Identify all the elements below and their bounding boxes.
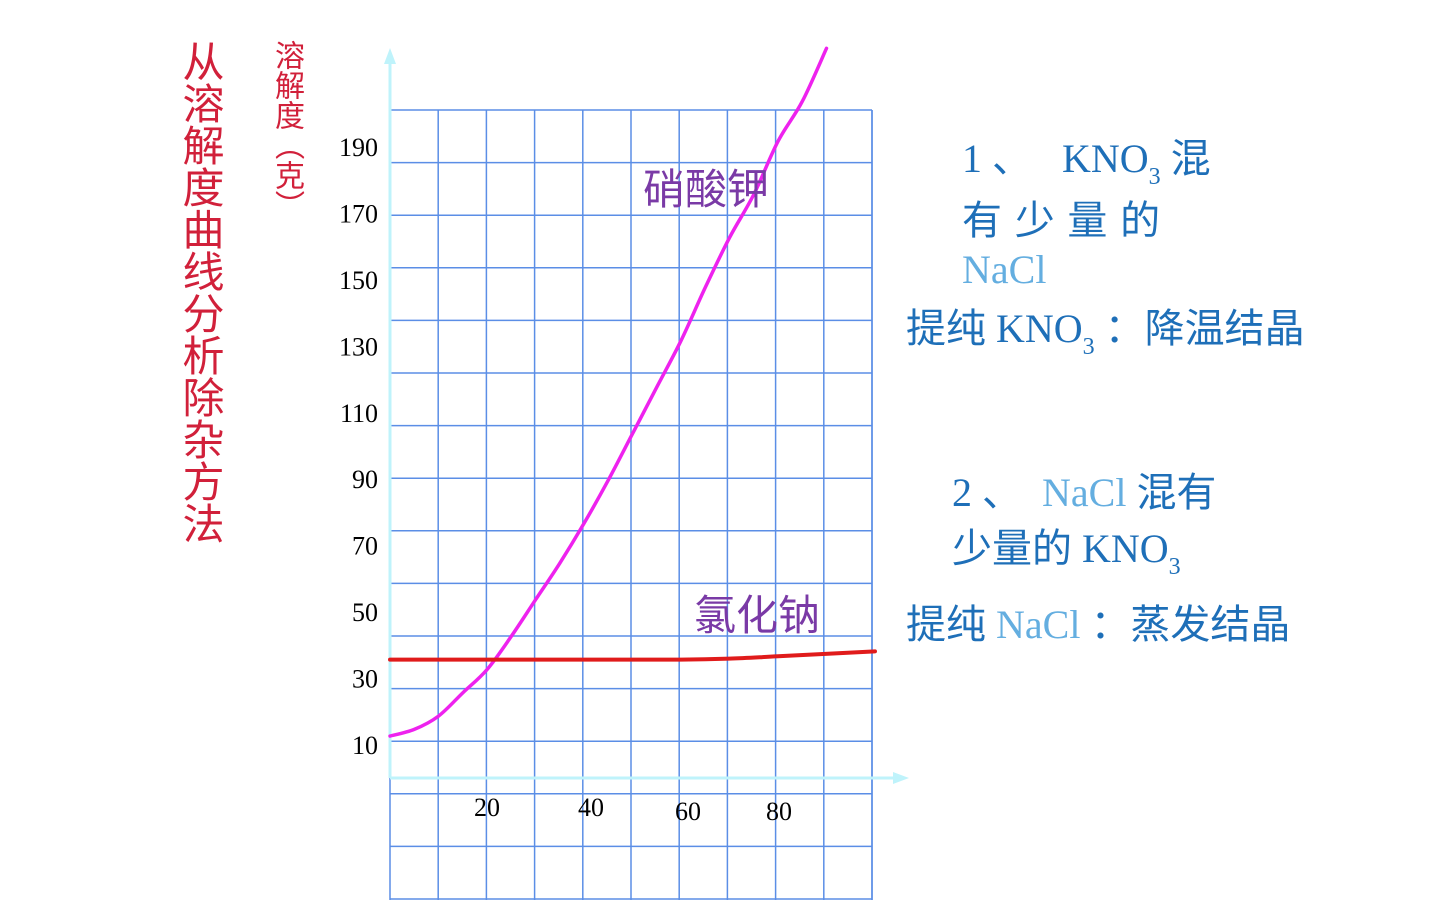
y-tick-label: 10 [352,731,378,760]
note2-line2-formula: KNO [1082,526,1169,571]
note2-method: 提纯 NaCl ：蒸发结晶 [906,592,1290,650]
note2-line2: 少量的 KNO3 [952,516,1181,581]
note1-number: 1 、 [962,136,1032,181]
note2-line1: 2 、 NaCl 混有 [952,460,1216,518]
note2-method-nacl: NaCl [996,602,1081,647]
kno3-curve [388,46,829,738]
note1-line2: 有 少 量 的 [962,198,1161,244]
y-tick-background [340,331,388,362]
x-axis-arrow [893,772,909,784]
note1-line1: 1 、 KNO3 混 [962,126,1211,191]
y-tick-background [340,597,388,628]
y-tick-background [340,264,388,295]
note1-mixed-text: 混 [1170,136,1211,182]
note2-mixed-text: 混有 [1136,470,1217,516]
note1-line3: NaCl [962,247,1047,292]
note1-formula-sub: 3 [1148,164,1161,190]
y-axis-label: 溶解度（克） [269,40,304,220]
y-tick-background [340,198,388,229]
note2-method-prefix: 提纯 [906,602,986,648]
y-tick-label: 150 [339,266,378,295]
y-tick-background [340,730,388,760]
note2-line2-sub: 3 [1168,554,1181,580]
x-tick-label: 40 [578,793,604,822]
nacl-curve [388,649,877,662]
note1-method-formula: KNO [996,306,1083,351]
y-tick-label: 30 [352,665,378,694]
x-tick-label: 80 [766,797,792,826]
y-tick-label: 110 [340,399,378,428]
y-tick-label: 170 [339,199,378,228]
kno3-series-label: 硝酸钾 [643,165,769,214]
nacl-series-label: 氯化钠 [694,591,820,640]
note2-method-suffix: ：蒸发结晶 [1090,602,1291,648]
y-tick-background [340,464,388,495]
note2-line2-cn: 少量的 [952,526,1072,572]
y-tick-label: 50 [352,598,378,627]
y-tick-label: 130 [339,332,378,361]
note1-method-suffix: ：降温结晶 [1104,306,1305,352]
y-tick-background [340,397,388,428]
y-tick-background [340,530,388,561]
page-title: 从溶解度曲线分析除杂方法 [176,40,225,544]
note1-method-sub: 3 [1082,334,1095,360]
y-tick-background [340,132,388,162]
x-tick-label: 60 [675,797,701,826]
note1-method: 提纯 KNO3 ：降温结晶 [906,296,1305,361]
x-tick-label: 20 [474,793,500,822]
y-axis-arrow [384,48,396,64]
note1-formula: KNO [1062,136,1149,181]
note2-number: 2 、 [952,470,1022,515]
note2-nacl: NaCl [1042,470,1127,515]
y-tick-label: 70 [352,532,378,561]
y-tick-background [340,663,388,694]
y-tick-label: 190 [339,133,378,162]
note1-method-prefix: 提纯 [906,306,986,352]
y-tick-label: 90 [352,465,378,494]
